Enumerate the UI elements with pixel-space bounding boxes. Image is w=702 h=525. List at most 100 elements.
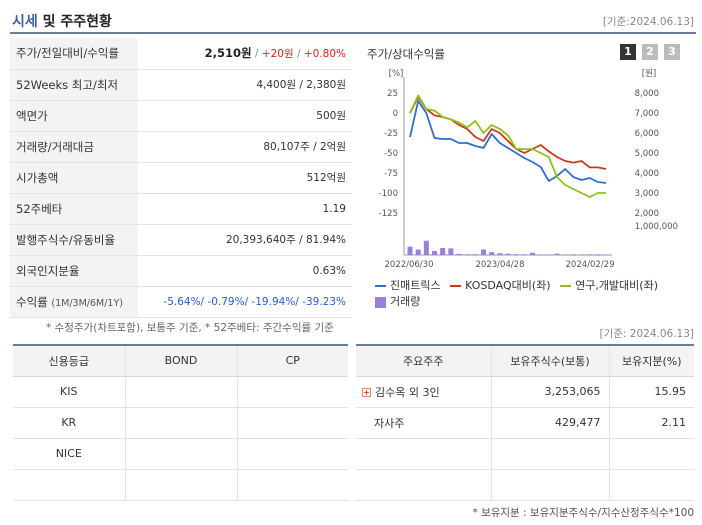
table-cell: KIS [13, 376, 125, 408]
volume-bar [570, 254, 576, 256]
y-right-tick: 7,000 [635, 109, 659, 119]
table-cell [124, 407, 237, 439]
chart-button-1[interactable]: 1 [620, 44, 636, 60]
volume-bar [489, 252, 495, 255]
section-header: 시세 및 주주현황 [기준:2024.06.13] [10, 8, 696, 34]
info-value: 500원 [138, 100, 352, 132]
table-cell: KR [13, 407, 125, 439]
table-cell [356, 438, 491, 470]
x-tick: 2022/06/30 [385, 260, 434, 270]
table-cell [236, 469, 348, 501]
table-row: NICE [13, 438, 348, 470]
x-tick: 2024/02/29 [566, 260, 615, 270]
y-right-tick: 6,000 [635, 129, 659, 139]
table-row: KIS [13, 376, 348, 408]
volume-bar [423, 240, 429, 255]
info-row-price: 주가/전일대비/수익률 2,510원 / +20원 / +0.80% [10, 38, 352, 70]
series-line [409, 94, 606, 198]
column-header: BOND [124, 344, 237, 377]
y-left-tick: -125 [379, 209, 398, 219]
volume-bar [505, 253, 511, 255]
table-cell [236, 438, 348, 470]
table-row [356, 469, 694, 501]
volume-bar [521, 254, 527, 256]
table-cell: 2.11 [608, 407, 694, 439]
price-chart: [%] [원] 25 0 -25 -50 -75 -100 -125 8,000 7,000 6,00… [379, 69, 678, 270]
info-label: 52Weeks 최고/최저 [10, 69, 138, 101]
legend-swatch [560, 285, 572, 287]
footnote-basis: * 수정주가(차트포함), 보통주 기준, * 52주베타: 주간수익률 기준 [46, 322, 334, 334]
column-header: 주요주주 [356, 344, 491, 377]
info-row-returns: 수익률 (1M/3M/6M/1Y) -5.64%/ -0.79%/ -19.94… [10, 286, 352, 318]
series-line [409, 96, 607, 170]
y-right-tick: 5,000 [635, 149, 659, 159]
info-row-beta: 52주베타 1.19 [10, 193, 352, 225]
legend-item: 진매트릭스 [375, 278, 441, 294]
table-row: KR [13, 407, 348, 439]
info-row-shares: 발행주식수/유동비율 20,393,640주 / 81.94% [10, 224, 352, 256]
table-cell [490, 438, 609, 470]
info-label: 주가/전일대비/수익률 [10, 38, 138, 70]
table-row [356, 438, 694, 470]
info-row-52week: 52Weeks 최고/최저 4,400원 / 2,380원 [10, 69, 352, 101]
info-label: 액면가 [10, 100, 138, 132]
column-header: 신용등급 [13, 344, 125, 377]
volume-bar [562, 254, 568, 256]
table-cell [608, 438, 694, 470]
table-cell [124, 376, 237, 408]
volume-bar [603, 254, 609, 256]
chart-panel: 주가/상대수익률 1 2 3 [%] [원] 25 0 -25 -50 -75 -100 -12… [357, 38, 696, 312]
volume-bar [415, 249, 421, 255]
y-right-unit: [원] [642, 69, 656, 79]
table-cell: 429,477 [490, 407, 609, 439]
info-label: 수익률 (1M/3M/6M/1Y) [10, 286, 138, 318]
volume-bar [472, 254, 478, 256]
credit-rating-table: 신용등급 BOND CP KIS KR NICE [13, 344, 348, 501]
info-label: 거래량/거래대금 [10, 131, 138, 163]
table-cell: + 김수옥 외 3인 [356, 376, 491, 408]
info-value: 20,393,640주 / 81.94% [138, 224, 352, 256]
volume-bar [579, 254, 584, 256]
volume-bar [481, 249, 486, 255]
info-value: 80,107주 / 2억원 [138, 131, 352, 163]
info-row-volume: 거래량/거래대금 80,107주 / 2억원 [10, 131, 352, 163]
shareholder-table: 주요주주 보유주식수(보통) 보유지분(%) + 김수옥 외 3인 3,253,0… [356, 344, 694, 501]
y-right-tick: 4,000 [635, 169, 659, 179]
volume-bar [448, 248, 454, 255]
volume-bar [554, 253, 560, 255]
volume-bar [440, 247, 446, 255]
volume-bar [546, 254, 552, 256]
chart-button-3[interactable]: 3 [664, 44, 680, 60]
volume-bar [497, 253, 503, 255]
section-title: 시세 및 주주현황 [12, 14, 112, 30]
info-value: 2,510원 / +20원 / +0.80% [138, 38, 352, 70]
table-header-row: 신용등급 BOND CP [13, 344, 348, 377]
y-left-tick: -75 [384, 169, 398, 179]
chart-button-2[interactable]: 2 [642, 44, 658, 60]
table-cell: 3,253,065 [490, 376, 609, 408]
y-left-tick: 0 [393, 109, 398, 119]
y-left-tick: -100 [379, 189, 398, 199]
table-cell: 자사주 [356, 407, 491, 439]
column-header: 보유지분(%) [608, 344, 694, 377]
table-cell: 15.95 [608, 376, 694, 408]
volume-bar [513, 254, 519, 256]
table-cell [608, 469, 694, 501]
footnote-holding: * 보유지분 : 보유지분주식수/지수산정주식수*100 [472, 507, 694, 519]
price-info-table: 주가/전일대비/수익률 2,510원 / +20원 / +0.80% 52Wee… [10, 38, 352, 318]
y-left-unit: [%] [389, 69, 404, 79]
volume-bar [587, 254, 593, 256]
volume-bar [538, 254, 544, 256]
x-tick: 2023/04/28 [476, 260, 525, 270]
chart-title: 주가/상대수익률 [367, 47, 445, 61]
volume-bar [530, 252, 535, 255]
info-row-par-value: 액면가 500원 [10, 100, 352, 132]
legend-swatch [375, 285, 386, 287]
table-cell [124, 438, 237, 470]
y-right-tick: 2,000 [635, 209, 659, 219]
info-value: 4,400원 / 2,380원 [138, 69, 352, 101]
y-left-tick: 25 [387, 89, 398, 99]
info-value: 0.63% [138, 255, 352, 287]
plus-icon[interactable]: + [362, 388, 371, 397]
y-right-tick: 3,000 [635, 189, 659, 199]
